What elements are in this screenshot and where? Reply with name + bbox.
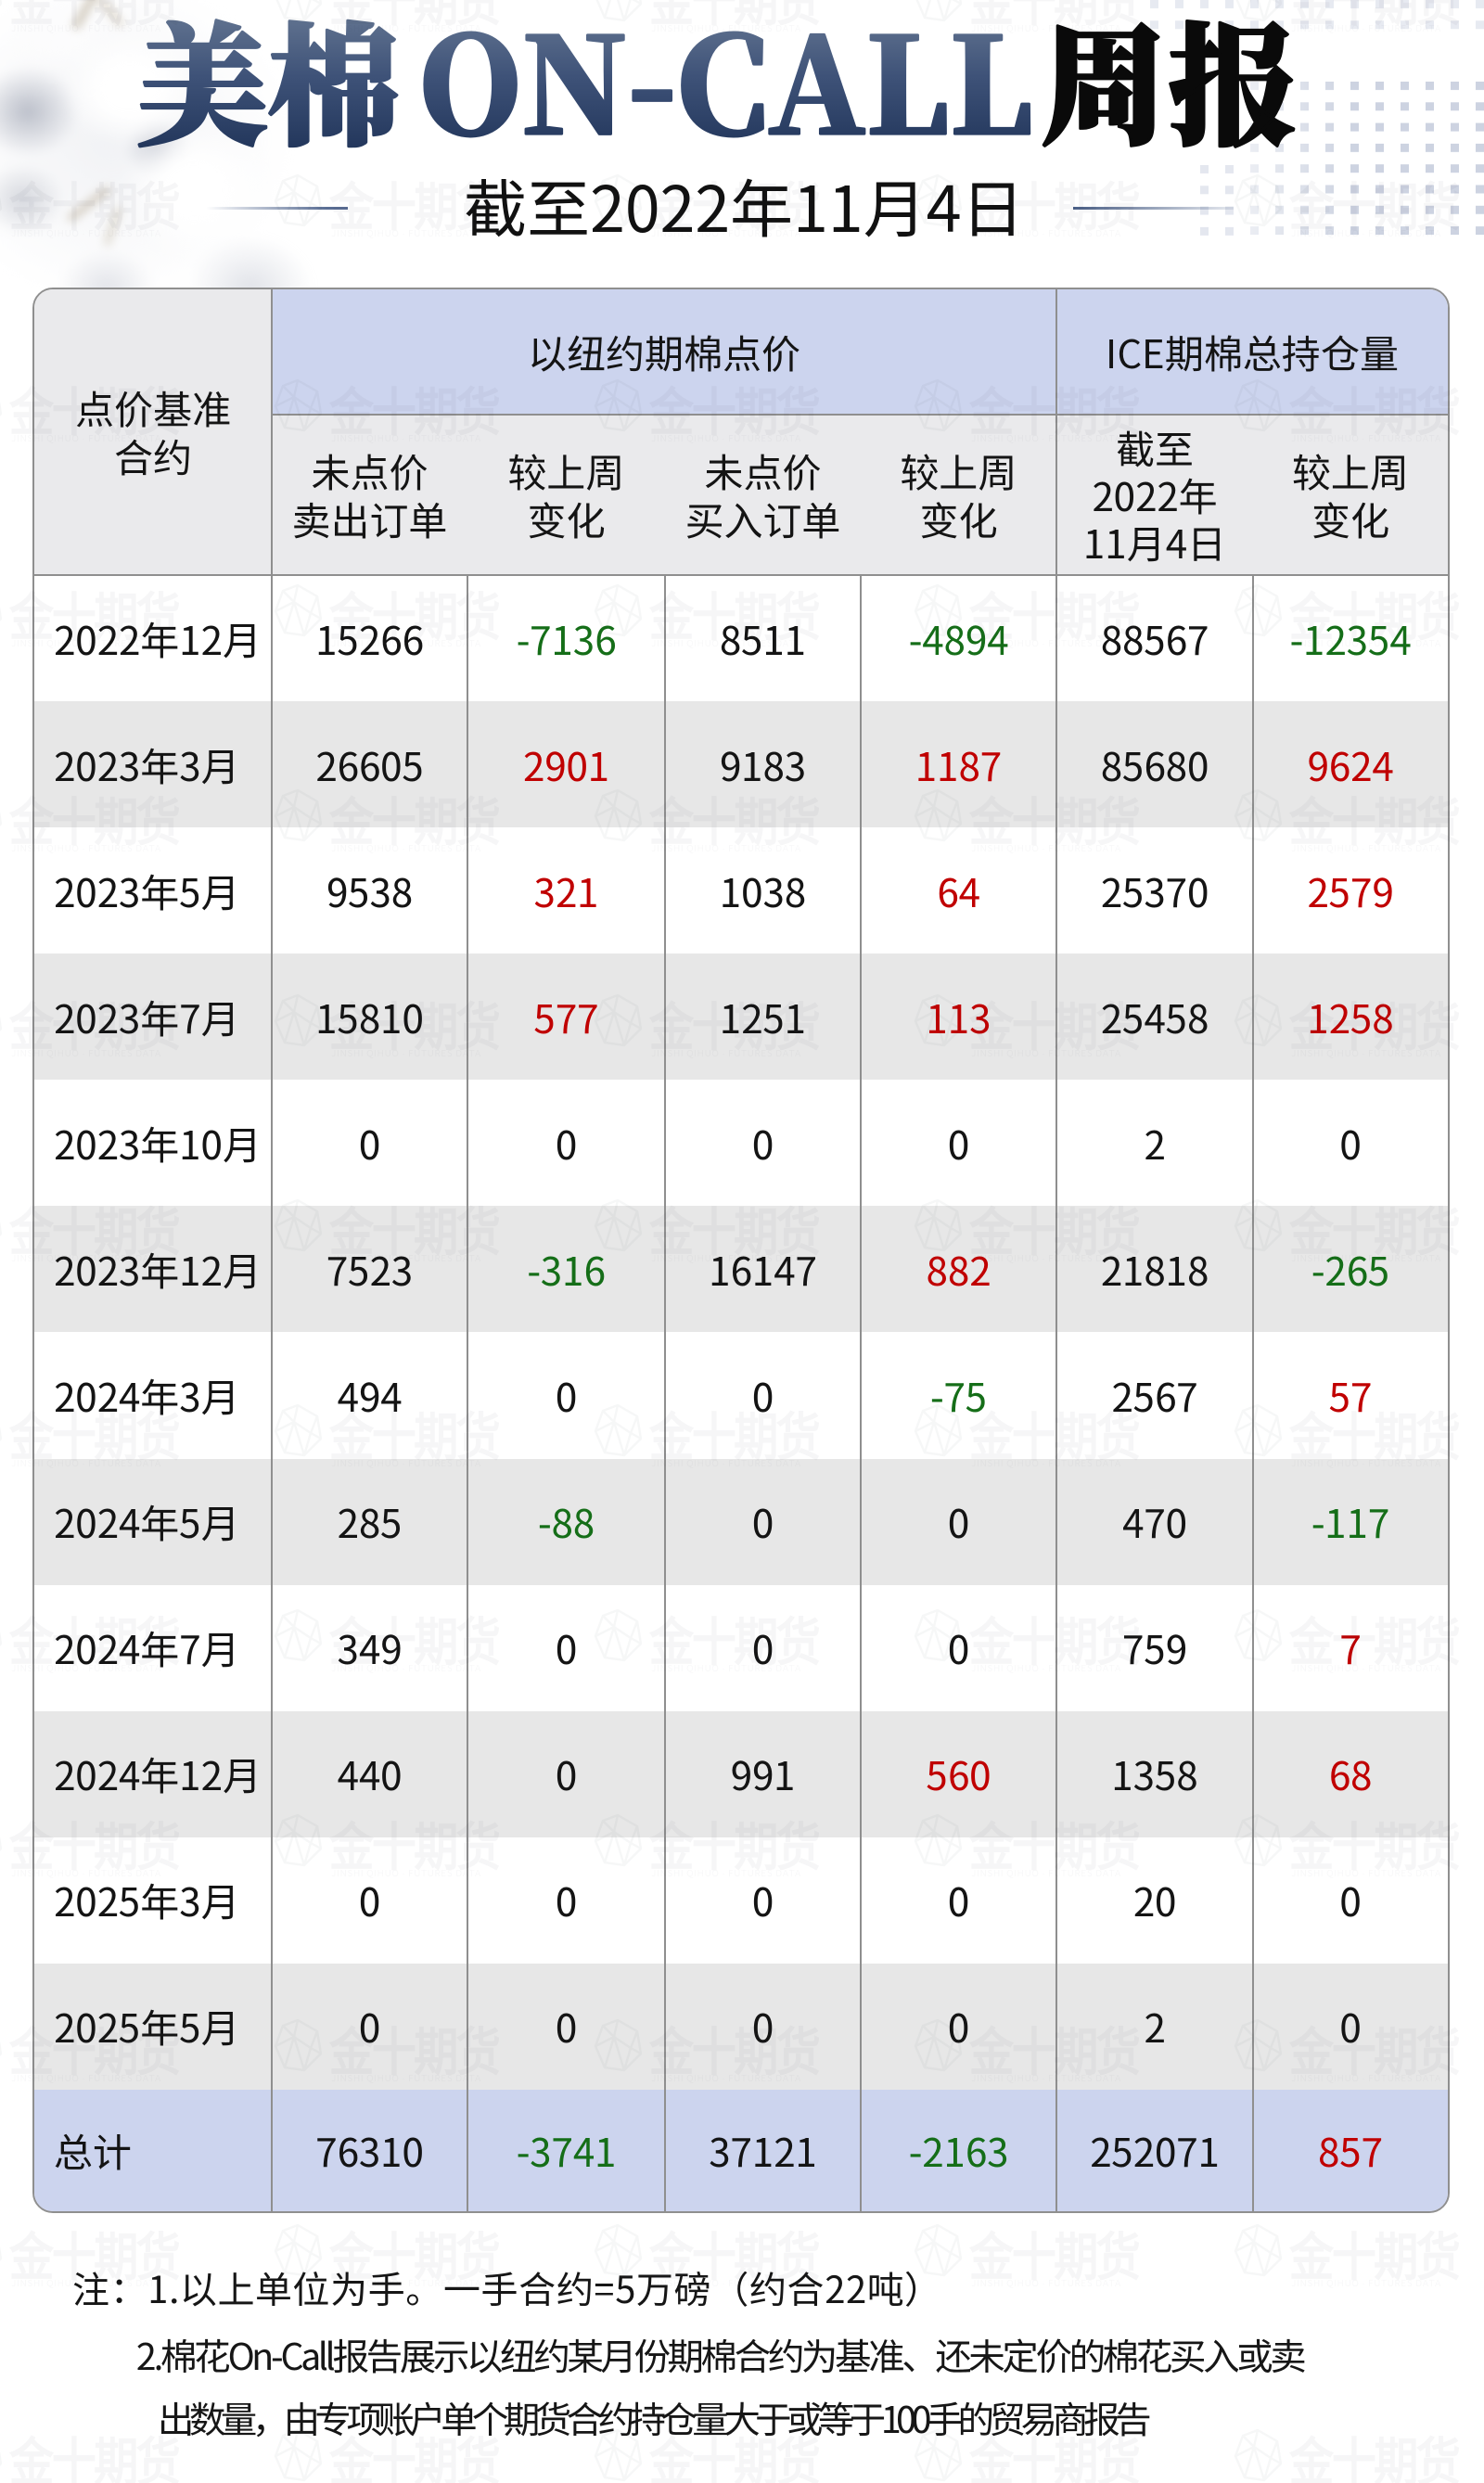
svg-text:美棉: 美棉 [136,0,400,172]
svg-text:周报: 周报 [1040,0,1297,172]
svg-text:ON-CALL: ON-CALL [419,0,1033,172]
